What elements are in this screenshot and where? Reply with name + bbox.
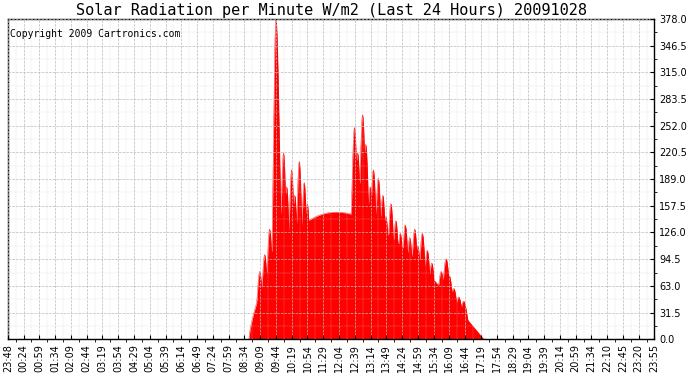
Title: Solar Radiation per Minute W/m2 (Last 24 Hours) 20091028: Solar Radiation per Minute W/m2 (Last 24… xyxy=(76,3,586,18)
Text: Copyright 2009 Cartronics.com: Copyright 2009 Cartronics.com xyxy=(10,28,180,39)
